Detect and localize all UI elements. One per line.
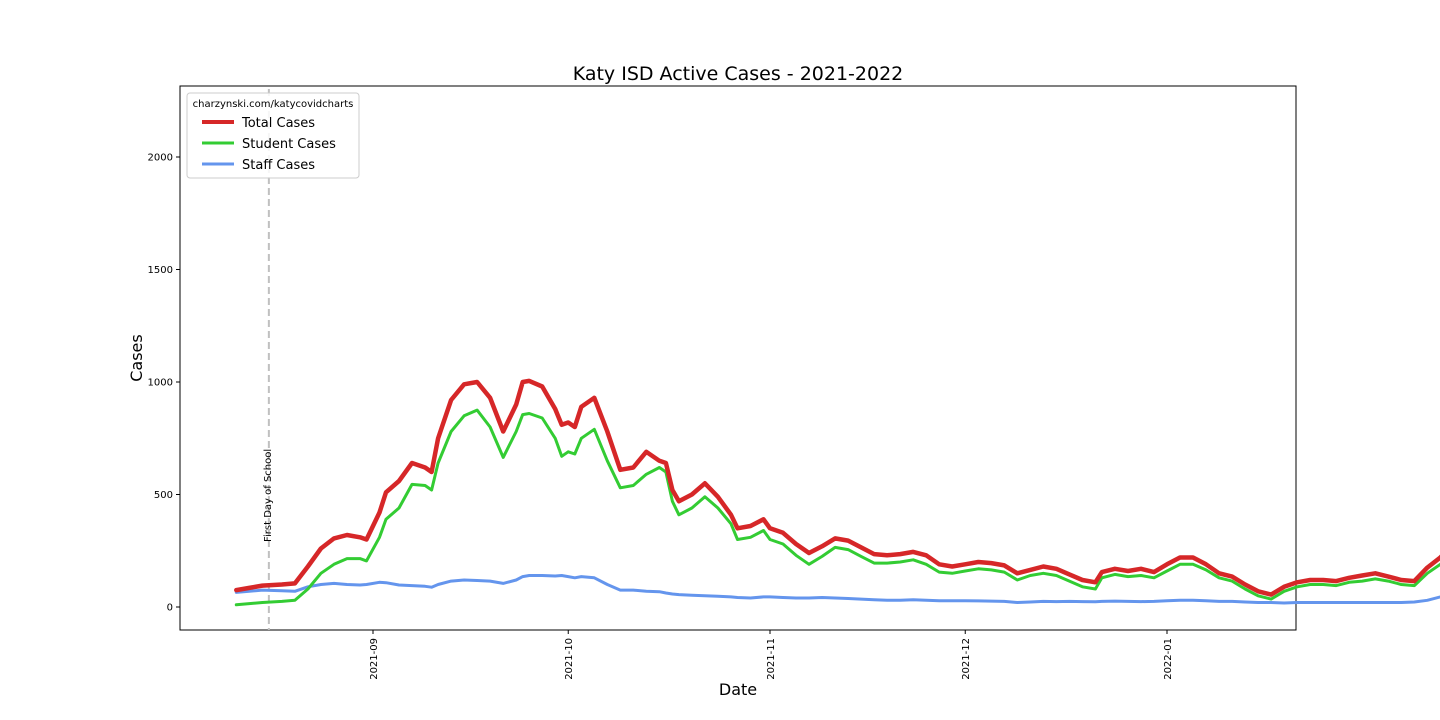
legend-label-staff-cases: Staff Cases xyxy=(242,158,315,173)
x-tick-label: 2021-12 xyxy=(961,638,972,680)
chart-title: Katy ISD Active Cases - 2021-2022 xyxy=(573,63,904,85)
y-tick-label: 2000 xyxy=(148,153,173,164)
x-axis-label: Date xyxy=(719,680,757,699)
x-tick-label: 2022-01 xyxy=(1163,638,1174,680)
plot-area xyxy=(179,85,1297,631)
x-tick-label: 2021-10 xyxy=(564,638,575,680)
y-axis-label: Cases xyxy=(127,334,146,382)
y-tick-label: 1000 xyxy=(148,378,173,389)
y-tick-label: 1500 xyxy=(148,265,173,276)
staff-cases-line xyxy=(234,574,1440,605)
y-tick-label: 500 xyxy=(154,490,173,501)
x-tick-label: 2021-09 xyxy=(369,638,380,680)
legend-label-total-cases: Total Cases xyxy=(241,116,315,131)
legend-title: charzynski.com/katycovidcharts xyxy=(193,99,354,110)
legend-box xyxy=(186,92,360,179)
x-tick-label: 2021-11 xyxy=(766,638,777,680)
student-cases-line xyxy=(234,408,1440,607)
total-cases-line xyxy=(234,378,1440,597)
legend-label-student-cases: Student Cases xyxy=(242,137,336,152)
legend: charzynski.com/katycovidcharts Total Cas… xyxy=(186,92,360,179)
y-tick-label: 0 xyxy=(167,603,173,614)
first-day-of-school-label: First Day of School xyxy=(263,449,274,542)
